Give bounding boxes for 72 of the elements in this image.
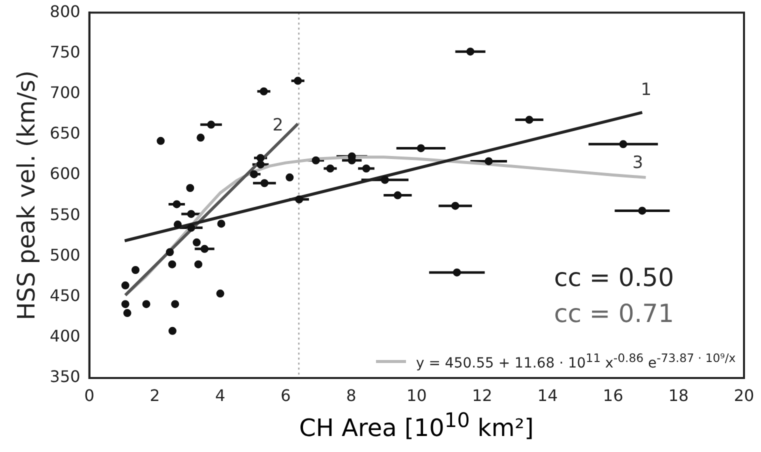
point <box>187 210 196 218</box>
point <box>260 179 268 188</box>
point <box>200 244 209 253</box>
point <box>638 206 646 215</box>
y-tick-label: 800 <box>50 2 80 21</box>
x-tick-label: 8 <box>346 386 356 405</box>
point <box>121 300 130 308</box>
point <box>286 173 294 182</box>
y-tick-label: 700 <box>50 82 80 102</box>
point <box>260 87 268 96</box>
point <box>619 140 628 148</box>
point <box>256 160 265 168</box>
x-tick-label: 14 <box>537 386 558 405</box>
point <box>362 164 370 173</box>
x-tick-label: 6 <box>280 386 291 405</box>
point <box>121 281 130 290</box>
point <box>171 300 180 308</box>
x-tick-label: 18 <box>668 386 689 405</box>
point <box>192 238 201 246</box>
point <box>312 156 320 164</box>
x-tick-label: 0 <box>84 386 94 405</box>
x-tick-label: 16 <box>602 386 624 405</box>
point <box>294 76 302 85</box>
point <box>187 224 196 232</box>
x-tick-label: 4 <box>215 386 226 405</box>
annotation: cc = 0.71 <box>554 299 674 328</box>
y-tick-label: 600 <box>50 164 80 184</box>
annotation: cc = 0.50 <box>554 263 674 292</box>
y-tick-label: 350 <box>50 367 80 386</box>
point <box>394 191 402 200</box>
point <box>142 300 150 308</box>
point <box>156 136 165 145</box>
y-tick-label: 650 <box>50 124 80 143</box>
point <box>174 220 182 229</box>
point <box>123 309 132 318</box>
point <box>451 202 460 210</box>
y-axis-title: HSS peak vel. (km/s) <box>12 70 41 320</box>
y-tick-label: 400 <box>50 326 80 346</box>
point <box>256 154 265 162</box>
point <box>131 266 140 274</box>
point <box>186 184 194 192</box>
annotation: 1 <box>640 80 652 100</box>
point <box>168 260 176 268</box>
y-tick-label: 500 <box>50 245 80 264</box>
point <box>194 260 202 268</box>
point <box>380 176 389 184</box>
annotation: 2 <box>272 115 284 136</box>
point <box>207 120 216 129</box>
point <box>416 144 425 152</box>
x-tick-label: 10 <box>406 386 427 405</box>
y-tick-label: 450 <box>50 286 80 305</box>
legend-label: y = 450.55 + 11.68 · 10$^{11}$ x$^{-0.86}$ e$^{-73.87 · 10⁹/x}$ <box>416 351 736 372</box>
point <box>466 48 474 56</box>
annotation: 3 <box>632 152 644 173</box>
x-tick-label: 2 <box>150 386 160 405</box>
point <box>168 326 176 335</box>
x-tick-label: 20 <box>734 386 754 405</box>
point <box>295 195 304 204</box>
x-tick-label: 12 <box>472 386 492 405</box>
point <box>452 268 461 276</box>
point <box>172 200 181 208</box>
x-axis-title: CH Area [10$^{10}$ km²] <box>299 408 534 442</box>
point <box>217 220 226 228</box>
y-tick-label: 750 <box>50 42 80 62</box>
point <box>326 164 334 173</box>
point <box>166 248 174 256</box>
point <box>250 170 258 178</box>
point <box>525 116 534 124</box>
point <box>216 290 224 298</box>
y-tick-label: 550 <box>50 204 80 224</box>
point <box>196 134 205 142</box>
point <box>484 157 493 166</box>
